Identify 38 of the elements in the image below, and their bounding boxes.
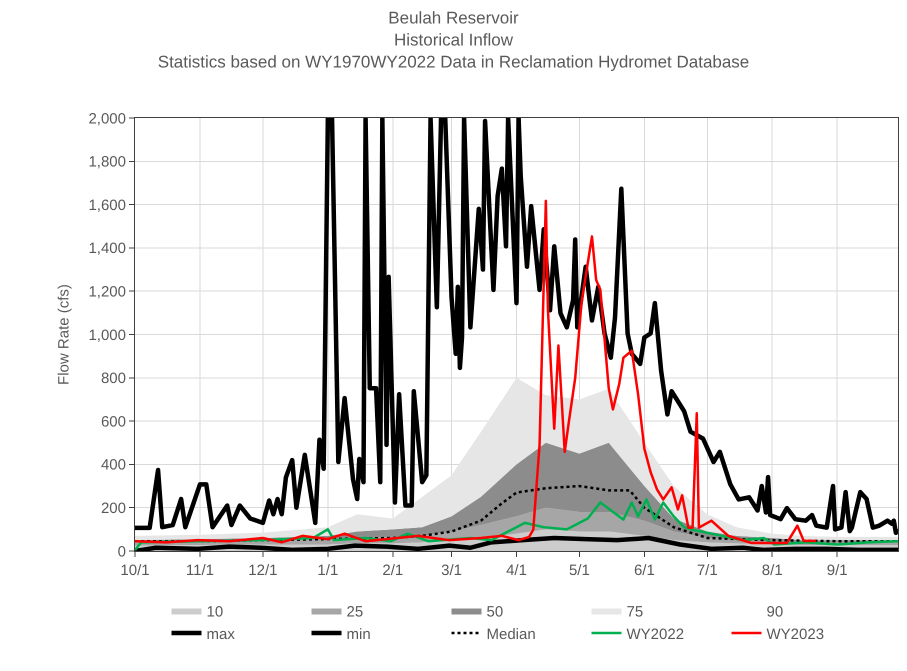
x-tick-label: 2/1	[382, 562, 404, 579]
x-tick-label: 8/1	[762, 562, 783, 579]
x-tick-label: 6/1	[634, 562, 655, 579]
legend-label: 75	[626, 603, 644, 620]
x-tick-label: 7/1	[696, 562, 718, 579]
x-tick-label: 3/1	[441, 562, 462, 579]
y-tick-label: 400	[100, 456, 126, 474]
x-tick-label: 1/1	[317, 562, 338, 579]
x-tick-label: 11/1	[186, 562, 214, 579]
y-tick-label: 1,000	[88, 326, 126, 344]
y-tick-label: 1,800	[88, 154, 126, 171]
x-tick-label: 4/1	[506, 562, 527, 579]
x-tick-label: 10/1	[120, 562, 150, 579]
y-tick-label: 200	[100, 500, 126, 517]
y-axis-title: Flow Rate (cfs)	[56, 284, 73, 385]
y-tick-label: 2,000	[88, 110, 126, 128]
line-series	[135, 200, 818, 544]
y-tick-label: 600	[100, 413, 126, 430]
line-series	[135, 118, 898, 536]
y-tick-label: 1,400	[88, 240, 126, 258]
legend-label: 25	[346, 603, 364, 620]
legend-label: Median	[486, 626, 536, 643]
legend-label: max	[206, 626, 236, 643]
legend-label: WY2023	[766, 626, 824, 643]
y-tick-label: 0	[118, 543, 126, 560]
line-series	[135, 536, 898, 551]
x-tick-label: 9/1	[826, 562, 848, 579]
y-tick-label: 800	[100, 370, 126, 388]
legend-label: 50	[486, 603, 504, 620]
chart-title: Beulah Reservoir Historical Inflow Statistics based on WY1970WY2022 Data in Reclamation Hydromet Database	[158, 8, 750, 72]
legend-label: min	[346, 626, 371, 643]
y-tick-label: 1,200	[88, 283, 126, 300]
y-tick-label: 1,600	[88, 196, 126, 214]
legend-label: WY2022	[626, 626, 684, 643]
legend-label: 10	[206, 603, 224, 620]
x-tick-label: 12/1	[248, 562, 278, 579]
x-tick-label: 5/1	[568, 562, 590, 579]
text: 90	[766, 603, 784, 620]
